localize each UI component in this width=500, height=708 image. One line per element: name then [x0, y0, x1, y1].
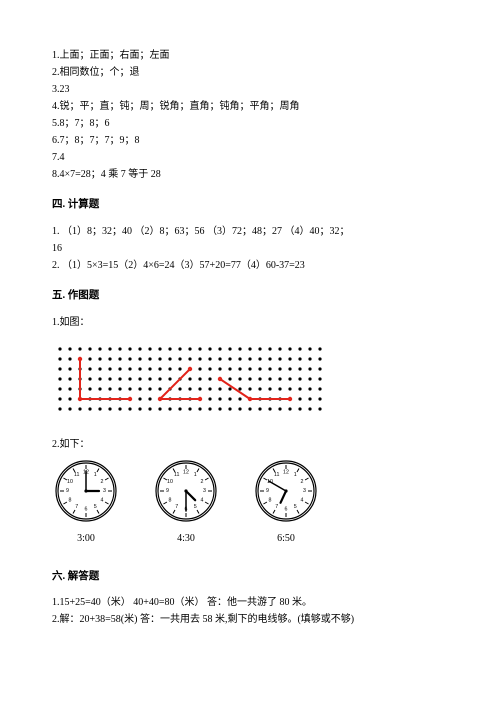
svg-text:3: 3 — [203, 488, 206, 494]
clock-3: 121234567891011 6:50 — [254, 459, 318, 547]
svg-text:7: 7 — [275, 504, 278, 510]
svg-text:10: 10 — [167, 478, 173, 484]
dot-grid-figure — [52, 341, 448, 423]
draw-1-label: 1.如图： — [52, 315, 448, 331]
dot-grid-svg — [52, 341, 328, 417]
clock-3-label: 6:50 — [277, 531, 295, 547]
calc-1: 1. （1）8；32；40 （2）8；63；56 （3）72；48；27 （4）… — [52, 224, 448, 240]
svg-text:6: 6 — [285, 506, 288, 512]
solve-block: 1.15+25=40（米） 40+40=80（米） 答：他一共游了 80 米。 … — [52, 595, 448, 628]
svg-text:2: 2 — [201, 478, 204, 484]
svg-text:5: 5 — [194, 504, 197, 510]
svg-text:1: 1 — [94, 472, 97, 478]
clock-2-svg: 121234567891011 — [154, 459, 218, 523]
section-4-title: 四. 计算题 — [52, 197, 448, 214]
clock-2-label: 4:30 — [177, 531, 195, 547]
svg-text:11: 11 — [74, 472, 80, 478]
ans-1: 1.上面；正面；右面；左面 — [52, 48, 448, 64]
ans-3: 3.23 — [52, 82, 448, 98]
section-6-title: 六. 解答题 — [52, 569, 448, 586]
svg-text:11: 11 — [274, 472, 280, 478]
svg-text:2: 2 — [101, 478, 104, 484]
ans-6: 6.7；8；7；7；9；8 — [52, 133, 448, 149]
calc-block: 1. （1）8；32；40 （2）8；63；56 （3）72；48；27 （4）… — [52, 224, 448, 274]
svg-text:10: 10 — [67, 478, 73, 484]
ans-2: 2.相同数位；个；退 — [52, 65, 448, 81]
section-5-title: 五. 作图题 — [52, 288, 448, 305]
svg-text:8: 8 — [169, 497, 172, 503]
svg-text:5: 5 — [94, 504, 97, 510]
svg-text:2: 2 — [301, 478, 304, 484]
svg-text:9: 9 — [266, 488, 269, 494]
clock-2: 121234567891011 4:30 — [154, 459, 218, 547]
svg-text:11: 11 — [174, 472, 180, 478]
svg-text:8: 8 — [269, 497, 272, 503]
svg-text:9: 9 — [166, 488, 169, 494]
solve-2: 2.解：20+38=58(米) 答：一共用去 58 米,剩下的电线够。(填够或不… — [52, 612, 448, 628]
svg-text:7: 7 — [175, 504, 178, 510]
svg-text:9: 9 — [66, 488, 69, 494]
svg-text:3: 3 — [303, 488, 306, 494]
calc-2: 2. （1）5×3=15（2）4×6=24（3）57+20=77（4）60-37… — [52, 258, 448, 274]
ans-5: 5.8；7；8；6 — [52, 116, 448, 132]
svg-text:4: 4 — [301, 497, 304, 503]
solve-1: 1.15+25=40（米） 40+40=80（米） 答：他一共游了 80 米。 — [52, 595, 448, 611]
calc-1b: 16 — [52, 241, 448, 257]
svg-text:5: 5 — [294, 504, 297, 510]
svg-text:1: 1 — [194, 472, 197, 478]
clocks-row: 121234567891011 3:00 121234567891011 4:3… — [54, 459, 448, 547]
ans-8: 8.4×7=28；4 乘 7 等于 28 — [52, 167, 448, 183]
ans-7: 7.4 — [52, 150, 448, 166]
svg-text:1: 1 — [294, 472, 297, 478]
clock-1: 121234567891011 3:00 — [54, 459, 118, 547]
svg-text:6: 6 — [85, 506, 88, 512]
svg-text:12: 12 — [283, 469, 289, 475]
svg-text:4: 4 — [101, 497, 104, 503]
svg-text:12: 12 — [183, 469, 189, 475]
svg-text:4: 4 — [201, 497, 204, 503]
clock-3-svg: 121234567891011 — [254, 459, 318, 523]
svg-text:8: 8 — [69, 497, 72, 503]
clock-1-label: 3:00 — [77, 531, 95, 547]
svg-text:7: 7 — [75, 504, 78, 510]
svg-text:3: 3 — [103, 488, 106, 494]
ans-4: 4.锐；平；直；钝；周；锐角；直角；钝角；平角；周角 — [52, 99, 448, 115]
draw-2-label: 2.如下： — [52, 437, 448, 453]
clock-1-svg: 121234567891011 — [54, 459, 118, 523]
answers-block: 1.上面；正面；右面；左面 2.相同数位；个；退 3.23 4.锐；平；直；钝；… — [52, 48, 448, 183]
